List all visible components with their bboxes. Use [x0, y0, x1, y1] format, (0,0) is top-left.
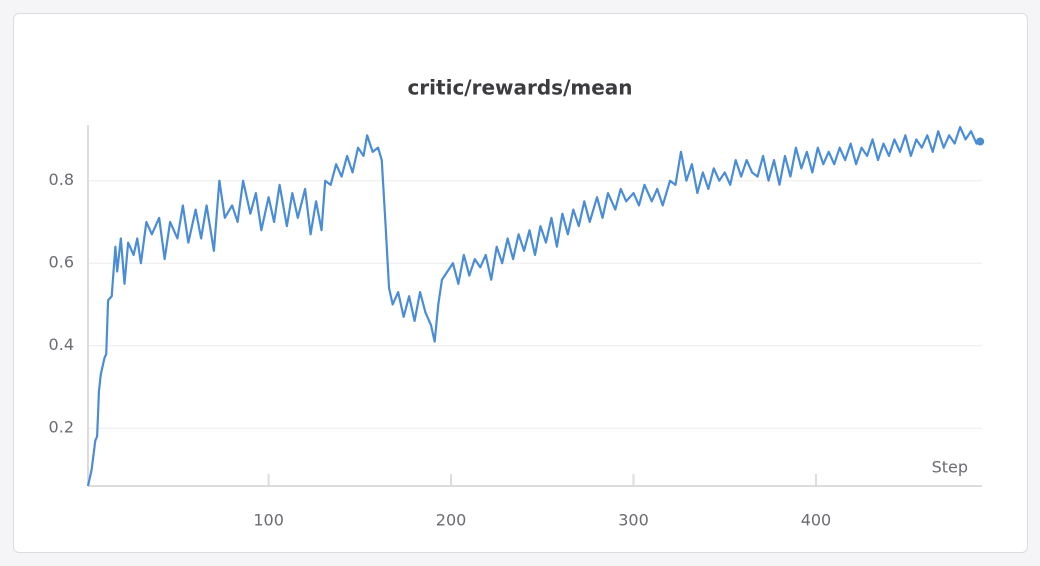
x-axis-label: Step [932, 458, 968, 477]
y-tick-label: 0.4 [49, 335, 74, 354]
panel-card [13, 13, 1028, 553]
y-tick-label: 0.2 [49, 418, 74, 437]
x-tick-label: 400 [801, 511, 832, 530]
line [86, 125, 981, 487]
y-tick-label: 0.8 [49, 170, 74, 189]
y-tick-label: 0.6 [49, 253, 74, 272]
x-tick-label: 100 [253, 511, 284, 530]
x-tick-label: 200 [436, 511, 467, 530]
end-point [976, 137, 985, 146]
x-tick-label: 300 [618, 511, 649, 530]
chart-title: critic/rewards/mean [407, 76, 632, 100]
